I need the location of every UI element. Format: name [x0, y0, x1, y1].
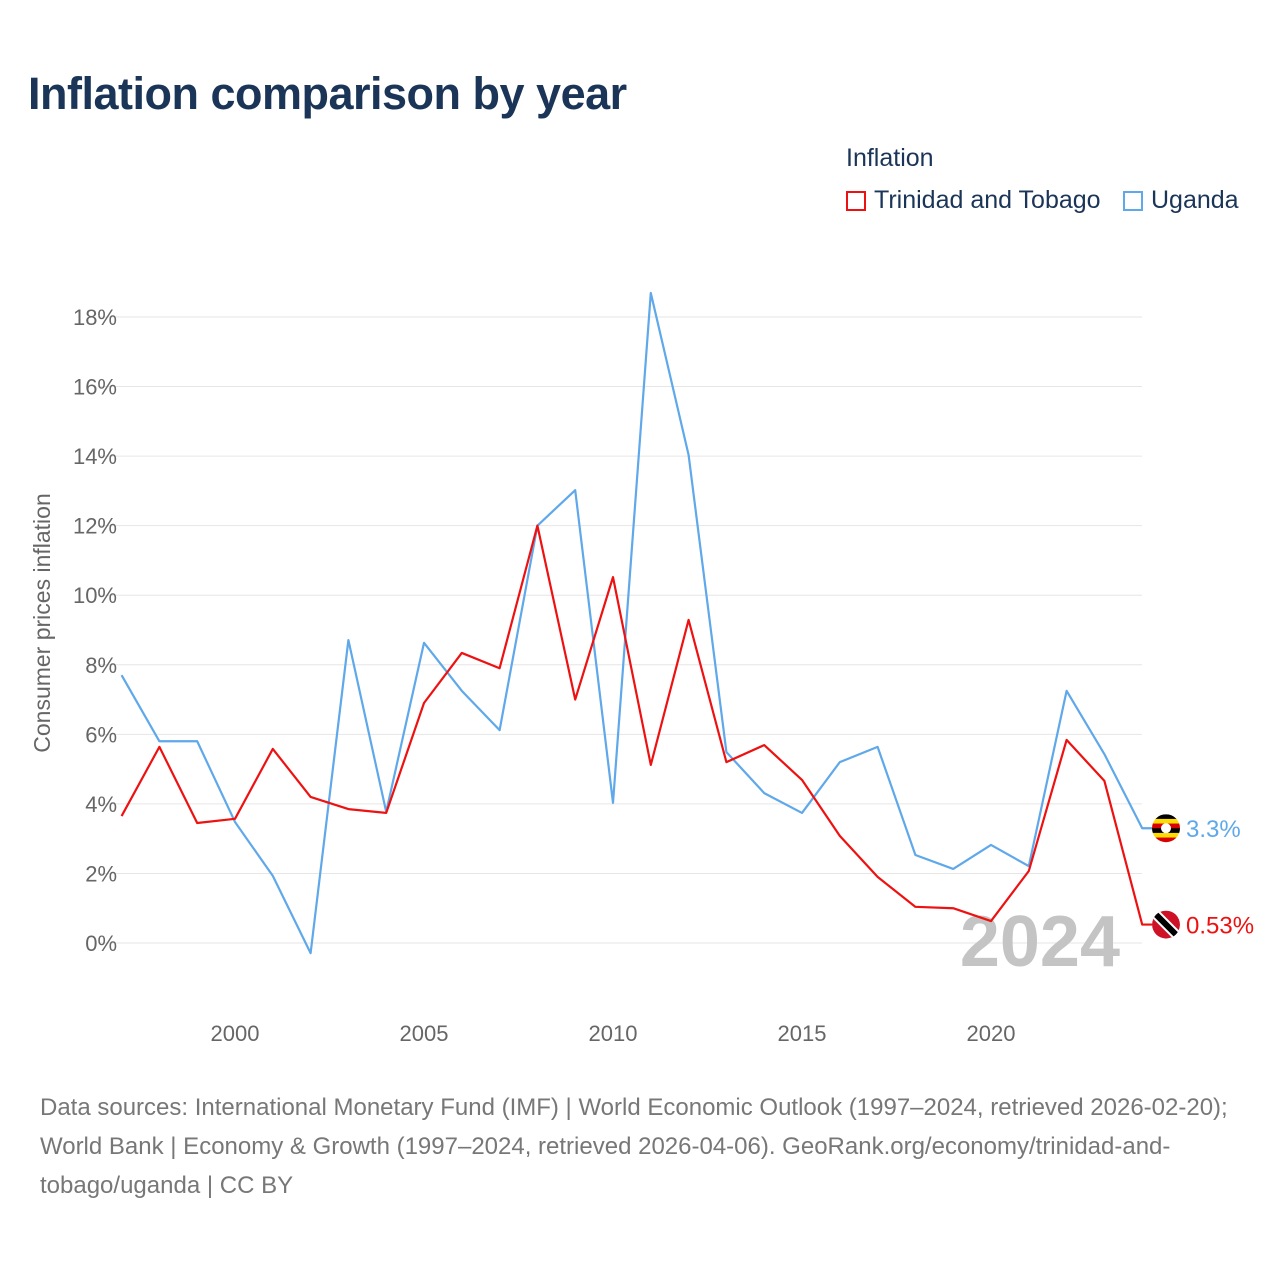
y-tick-label: 0%	[85, 931, 117, 956]
legend-label: Trinidad and Tobago	[874, 186, 1101, 214]
y-axis-label: Consumer prices inflation	[29, 493, 55, 753]
legend-swatch-red	[846, 190, 866, 211]
legend-item-uganda[interactable]: Uganda	[1123, 186, 1239, 215]
x-tick-label: 2010	[589, 1021, 638, 1046]
source-note: Data sources: International Monetary Fun…	[40, 1094, 1228, 1199]
chart-title: Inflation comparison by year	[28, 68, 627, 119]
series-line-trinidad-and-tobago	[120, 524, 1152, 926]
y-tick-label: 8%	[85, 653, 117, 678]
x-tick-label: 2000	[211, 1021, 260, 1046]
uganda-flag-icon	[1152, 814, 1180, 843]
y-tick-label: 12%	[73, 514, 117, 539]
legend-swatch-blue	[1123, 190, 1143, 211]
y-tick-label: 14%	[73, 444, 117, 469]
y-tick-label: 10%	[73, 583, 117, 608]
legend-item-trinidad[interactable]: Trinidad and Tobago	[846, 186, 1101, 215]
legend-label: Uganda	[1151, 186, 1239, 214]
series-line-uganda	[120, 291, 1152, 955]
x-tick-label: 2020	[967, 1021, 1016, 1046]
y-tick-label: 18%	[73, 305, 117, 330]
legend-title: Inflation	[846, 144, 934, 172]
end-value-label: 0.53%	[1186, 913, 1254, 940]
x-tick-label: 2015	[778, 1021, 827, 1046]
y-tick-label: 2%	[85, 861, 117, 886]
trinidad-flag-icon	[1152, 910, 1180, 939]
x-tick-label: 2005	[400, 1021, 449, 1046]
y-tick-label: 4%	[85, 792, 117, 817]
year-watermark: 2024	[960, 902, 1120, 982]
y-tick-label: 16%	[73, 375, 117, 400]
end-value-label: 3.3%	[1186, 816, 1241, 843]
y-tick-label: 6%	[85, 722, 117, 747]
